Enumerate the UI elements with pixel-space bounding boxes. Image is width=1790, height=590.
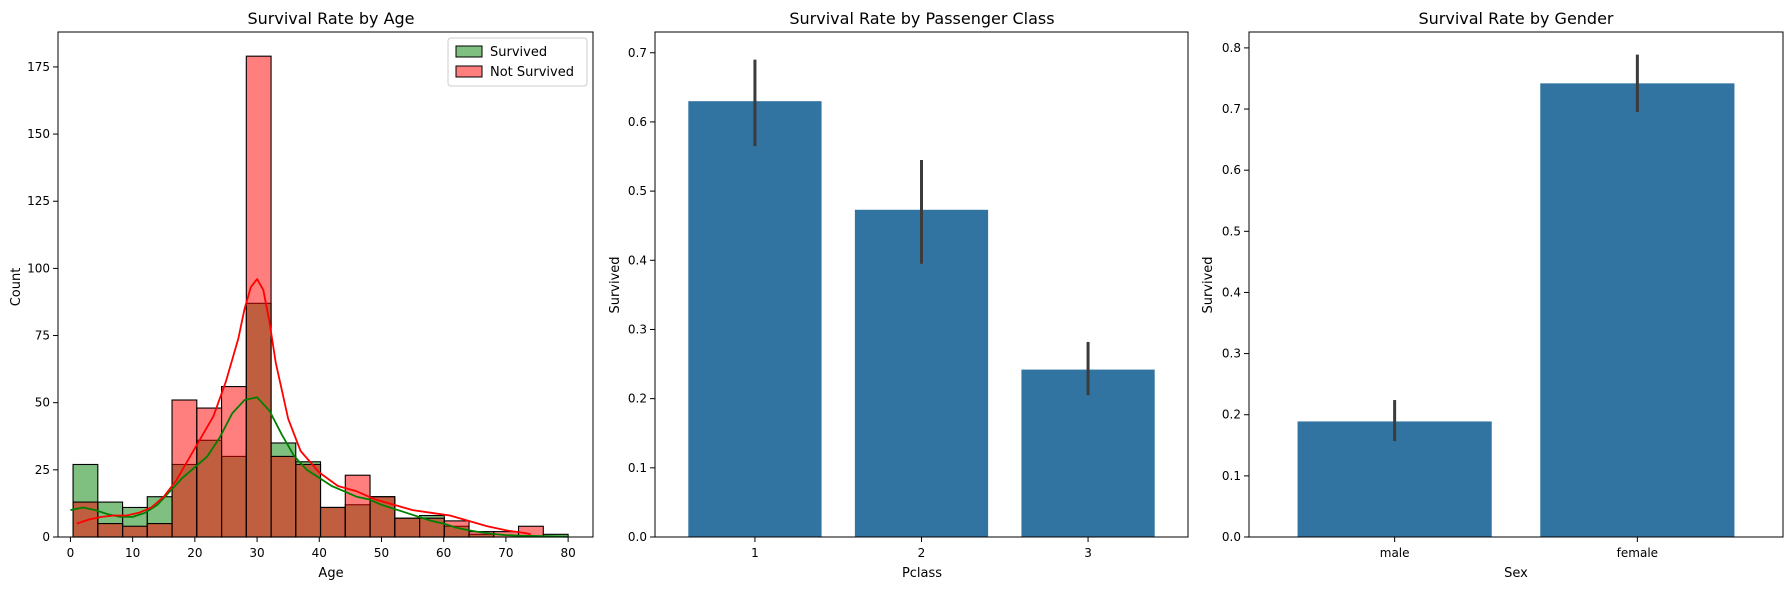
x-tick-label: 1 [751,546,759,560]
y-tick-label: 75 [35,329,50,343]
x-tick-label: 10 [125,546,140,560]
not-survived-hist-bar [344,474,371,538]
y-tick-label: 0.6 [628,115,647,129]
y-tick-label: 125 [27,194,50,208]
x-tick-label: 2 [918,546,926,560]
not-survived-hist-bar [220,386,247,538]
not-survived-hist-bar [97,523,124,538]
x-tick-label: 20 [187,546,202,560]
y-tick-label: 175 [27,60,50,74]
y-tick-label: 0.1 [628,461,647,475]
legend-swatch [455,45,483,58]
y-tick-label: 100 [27,261,50,275]
x-tick-label: male [1380,546,1410,560]
x-tick-label: 30 [249,546,264,560]
gender-bar-panel: Survival Rate by Gender Sex Survived mal… [1201,9,1784,581]
not-survived-hist-bar [369,496,396,538]
class-bar [854,209,989,538]
x-tick-label: female [1617,546,1658,560]
gender-axes-frame [1248,31,1784,538]
y-tick-label: 0.4 [1222,285,1241,299]
x-tick-label: 60 [436,546,451,560]
y-tick-label: 0.0 [1222,530,1241,544]
y-tick-label: 0.1 [1222,469,1241,483]
y-tick-label: 0.0 [628,530,647,544]
gender-plot-area: male female 0.0 0.1 0.2 0.3 0.4 0.5 0.6 0.7 0.8 [1222,31,1784,560]
not-survived-kde-line [76,278,531,536]
age-plot-area: 0 10 20 30 40 50 60 70 80 0 25 50 75 100 125 150 175 Surv… [27,31,594,560]
not-survived-hist-bar [245,55,272,538]
y-tick-label: 150 [27,127,50,141]
y-tick-label: 0.2 [628,392,647,406]
not-survived-hist-bar [270,455,297,538]
x-tick-label: 0 [67,546,75,560]
age-axes-frame [57,31,594,538]
legend-label: Not Survived [490,65,574,80]
not-survived-hist-bar [394,517,421,538]
y-tick-label: 0.3 [1222,347,1241,361]
x-tick-label: 80 [560,546,575,560]
gender-y-axis-label: Survived [1201,256,1216,313]
y-tick-label: 0.8 [1222,41,1241,55]
gender-chart-title: Survival Rate by Gender [1418,9,1613,28]
gender-x-axis-label: Sex [1504,566,1528,581]
x-tick-label: 3 [1084,546,1092,560]
y-tick-label: 50 [35,396,50,410]
y-tick-label: 0.6 [1222,163,1241,177]
class-plot-area: 1 2 3 0.0 0.1 0.2 0.3 0.4 0.5 0.6 0.7 [628,31,1189,560]
y-tick-label: 0.4 [628,253,647,267]
y-tick-label: 0 [42,530,50,544]
class-x-axis-label: Pclass [902,566,942,581]
not-survived-hist-bar [146,523,173,538]
y-tick-label: 0.7 [1222,102,1241,116]
y-tick-label: 0.5 [628,184,647,198]
gender-bar [1540,83,1735,538]
age-chart-title: Survival Rate by Age [247,9,414,28]
y-tick-label: 0.7 [628,46,647,60]
legend-box [447,37,588,87]
class-bar-panel: Survival Rate by Passenger Class Pclass … [608,9,1189,581]
survived-kde-line [70,396,569,538]
not-survived-hist-bar [122,525,148,538]
age-histogram-panel: Survival Rate by Age Age Count 0 10 20 30 40… [9,9,594,581]
class-chart-title: Survival Rate by Passenger Class [789,9,1054,28]
x-tick-label: 70 [498,546,513,560]
y-tick-label: 0.5 [1222,224,1241,238]
legend-label: Survived [490,45,547,60]
y-tick-label: 0.2 [1222,408,1241,422]
y-tick-label: 0.3 [628,322,647,336]
age-y-axis-label: Count [9,268,24,307]
y-tick-label: 25 [35,463,50,477]
not-survived-hist-bar [196,407,223,538]
not-survived-hist-bar [319,506,346,538]
class-y-axis-label: Survived [608,256,623,313]
legend-swatch [455,65,483,78]
age-x-axis-label: Age [318,566,343,581]
class-bar [1021,369,1155,537]
x-tick-label: 50 [374,546,389,560]
class-bar [688,101,822,537]
x-tick-label: 40 [312,546,327,560]
